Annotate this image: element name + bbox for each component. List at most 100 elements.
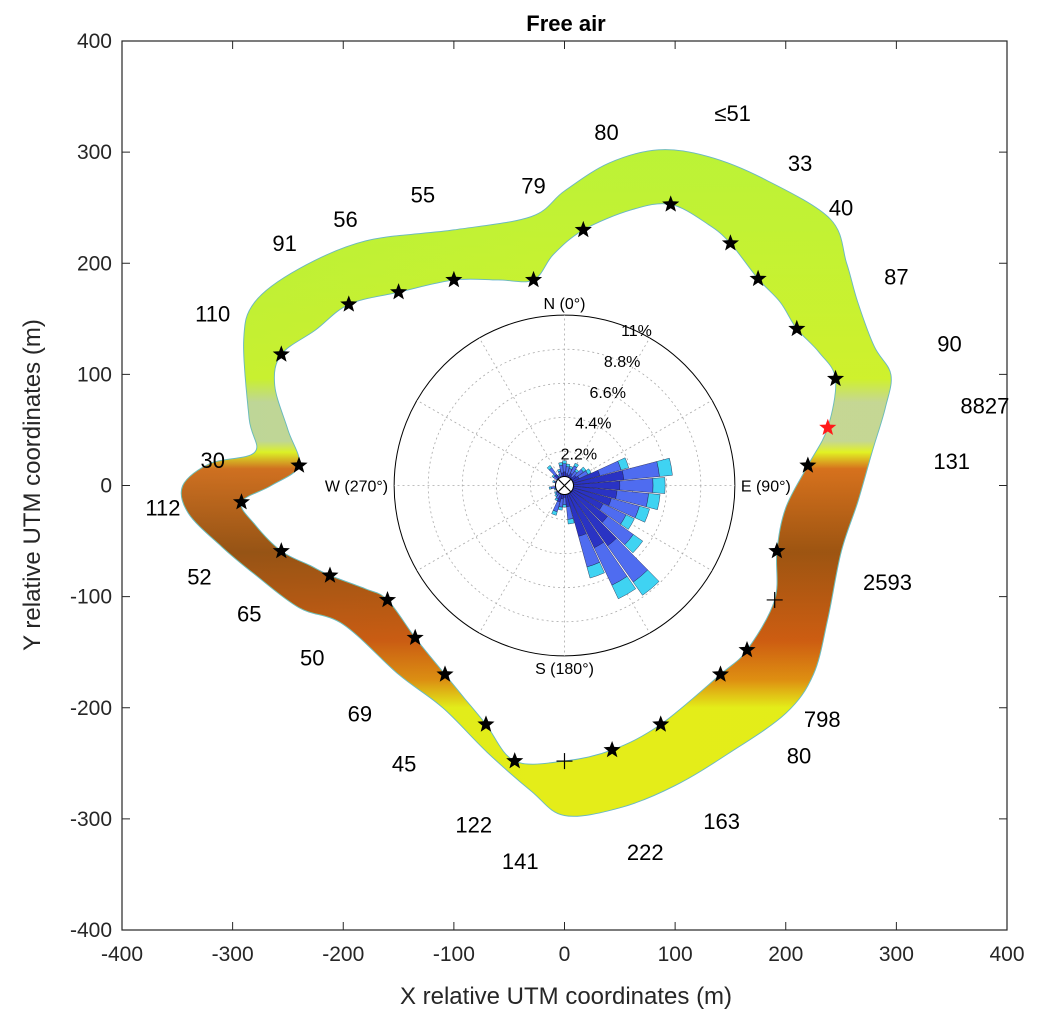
rose-petal-outer: [646, 493, 661, 510]
annotation-label: 65: [237, 601, 261, 626]
y-tick-label: -100: [70, 586, 112, 609]
annotation-label: 87: [884, 265, 908, 290]
annotation-label: 40: [829, 196, 853, 221]
annotation-label: 55: [411, 182, 435, 207]
star-marker: [272, 345, 290, 362]
star-marker: [340, 295, 358, 312]
star-marker: [662, 195, 680, 212]
perimeter-band-tint: [181, 149, 892, 817]
x-tick-label: -100: [433, 943, 475, 966]
star-marker: [574, 220, 592, 238]
rose-ring-label: 11%: [621, 323, 652, 340]
star-marker: [321, 566, 339, 583]
rose-petal-outer: [551, 510, 558, 516]
chart-title: Free air: [526, 11, 606, 36]
rose-spoke: [416, 485, 565, 572]
y-tick-label: -300: [70, 808, 112, 831]
rose-petal-outer: [546, 465, 553, 471]
star-marker: [749, 269, 767, 287]
annotation-label: 69: [348, 701, 372, 726]
annotation-label: 30: [200, 448, 224, 473]
rose-label-south: S (180°): [535, 661, 594, 678]
annotation-label: 80: [594, 120, 618, 145]
x-tick-label: -200: [322, 943, 364, 966]
rose-spoke: [564, 337, 651, 486]
rose-spoke: [478, 337, 565, 486]
rose-label-east: E (90°): [741, 479, 791, 496]
annotation-label: 56: [333, 207, 357, 232]
rose-petal-outer: [632, 569, 660, 596]
annotation-label: 110: [195, 301, 230, 326]
rose-petal-outer: [562, 504, 567, 508]
annotation-label: 50: [300, 646, 324, 671]
rose-petal-outer: [620, 514, 635, 530]
annotation-label: 33: [788, 151, 812, 176]
star-marker: [272, 542, 290, 559]
annotation-label: ≤51: [714, 101, 751, 126]
rose-petal-outer: [624, 534, 644, 554]
star-marker: [799, 456, 817, 473]
rose-ring-label: 4.4%: [575, 416, 611, 433]
rose-petal-outer: [574, 468, 579, 474]
rose-petal-outer: [552, 480, 555, 483]
rose-spoke: [564, 485, 713, 572]
rose-petal-outer: [580, 466, 587, 473]
rose-petal-outer: [558, 506, 563, 511]
annotation-label: 131: [933, 449, 970, 474]
rose-petal-outer: [566, 463, 571, 468]
rose-petal-outer: [634, 505, 650, 523]
star-marker: [768, 542, 786, 559]
star-marker: [721, 234, 739, 251]
rose-petal-outer: [554, 491, 558, 495]
rose-petal-outer: [567, 518, 575, 525]
rose-petal-outer: [586, 562, 605, 579]
x-tick-label: 400: [989, 943, 1024, 966]
star-marker: [406, 628, 424, 645]
y-tick-label: 400: [77, 30, 112, 53]
rose-spoke: [564, 399, 713, 486]
rose-ring: [461, 382, 668, 589]
rose-ring-label: 2.2%: [561, 447, 597, 464]
y-axis-label: Y relative UTM coordinates (m): [19, 319, 46, 651]
annotation-label: 163: [703, 809, 740, 834]
rose-petal-outer: [573, 462, 579, 468]
star-marker: [378, 591, 397, 608]
rose-label-west: W (270°): [325, 479, 388, 496]
wind-rose: N (0°) E (90°) S (180°) W (270°) 2.2% 4.4% 6.6…: [325, 296, 791, 678]
x-axis-label: X relative UTM coordinates (m): [400, 983, 732, 1010]
star-marker: [436, 665, 454, 682]
rose-petal-outer: [585, 468, 592, 475]
rose-petal-outer: [557, 468, 561, 473]
rose-petal-outer: [562, 460, 567, 464]
rose-center-mark: [558, 479, 571, 492]
rose-petal-outer: [656, 457, 673, 477]
annotation-label: 222: [627, 840, 664, 865]
star-marker: [525, 270, 543, 288]
star-marker: [603, 741, 621, 758]
x-tick-label: 0: [559, 943, 571, 966]
star-marker: [477, 715, 495, 732]
rose-petal-mid: [619, 478, 654, 493]
star-marker: [290, 456, 308, 473]
rose-ring-label: 6.6%: [589, 385, 625, 402]
star-marker: [445, 270, 463, 288]
star-marker: [652, 715, 670, 732]
annotation-layer: ≤51 80 33 40 79 55 56 91 87 110 90 8827 131 30 112 52 65…: [145, 101, 1009, 874]
annotation-label: 8827: [960, 393, 1009, 418]
rose-petal-outer: [558, 462, 563, 466]
rose-petal-outer: [611, 576, 637, 600]
y-tick-label: 0: [100, 475, 112, 498]
x-tick-label: 300: [879, 943, 914, 966]
rose-spoke: [416, 399, 565, 486]
star-marker: [390, 283, 408, 300]
annotation-label: 45: [392, 751, 416, 776]
rose-label-north: N (0°): [544, 296, 586, 313]
rose-ring-label: 8.8%: [604, 354, 640, 371]
rose-petal-outer: [551, 474, 556, 478]
y-tick-label: 100: [77, 363, 112, 386]
rose-petal-outer: [554, 497, 559, 502]
marker-layer: [232, 195, 845, 770]
y-tick-label: 200: [77, 252, 112, 275]
x-tick-label: 200: [768, 943, 803, 966]
